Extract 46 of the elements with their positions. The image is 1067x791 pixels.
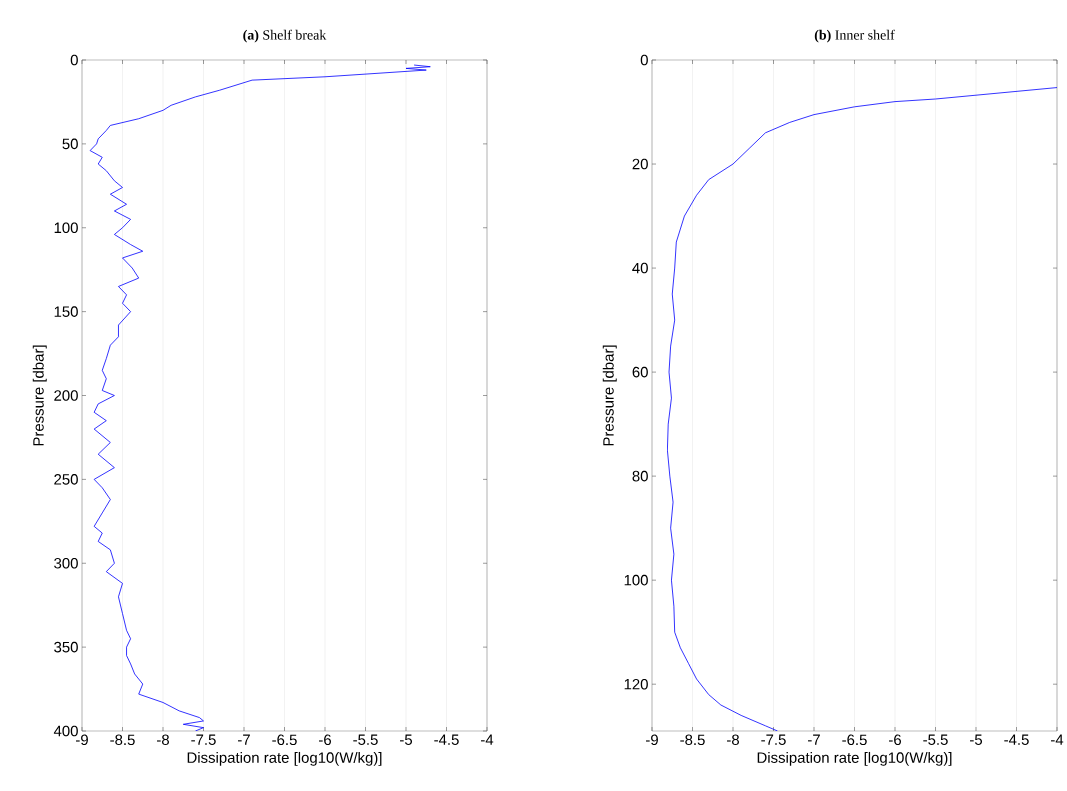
x-tick-label: -6 bbox=[319, 734, 331, 746]
y-axis-title: Pressure [dbar] bbox=[32, 345, 47, 446]
x-tick-label: -6.5 bbox=[842, 734, 867, 746]
y-tick-label: 80 bbox=[632, 470, 648, 482]
x-tick-label: -5.5 bbox=[353, 734, 378, 745]
y-tick-label: 350 bbox=[54, 641, 78, 653]
y-axis-title: Pressure [dbar] bbox=[602, 345, 617, 446]
y-tick-label: 40 bbox=[632, 262, 648, 274]
y-tick-label: 150 bbox=[54, 306, 78, 317]
chart-title: (b) Inner shelf bbox=[814, 29, 895, 43]
y-tick-label: 120 bbox=[624, 678, 648, 690]
y-tick-label: 0 bbox=[640, 54, 648, 66]
y-tick-label: 0 bbox=[70, 54, 78, 66]
x-tick-label: -6 bbox=[889, 734, 901, 746]
x-tick-label: -5.5 bbox=[923, 734, 948, 745]
x-tick-label: -8.5 bbox=[680, 734, 705, 746]
x-tick-label: -8 bbox=[727, 734, 739, 746]
x-tick-label: -7 bbox=[238, 734, 250, 745]
y-tick-label: 20 bbox=[632, 158, 648, 170]
x-tick-label: -9 bbox=[76, 734, 88, 746]
x-tick-label: -7.5 bbox=[761, 734, 786, 745]
y-tick-label: 250 bbox=[54, 474, 78, 485]
x-tick-label: -4.5 bbox=[434, 734, 459, 745]
x-tick-label: -8.5 bbox=[110, 734, 135, 746]
y-tick-label: 300 bbox=[54, 557, 78, 569]
x-tick-label: -7.5 bbox=[191, 734, 216, 745]
x-tick-label: -6.5 bbox=[272, 734, 297, 746]
x-axis-title: Dissipation rate [log10(W/kg)] bbox=[187, 751, 382, 766]
x-tick-label: -9 bbox=[646, 734, 658, 746]
x-tick-label: -7 bbox=[808, 734, 820, 745]
y-tick-label: 100 bbox=[624, 574, 648, 586]
y-tick-label: 50 bbox=[62, 138, 78, 150]
x-tick-label: -4 bbox=[1051, 734, 1064, 745]
line-series bbox=[89, 64, 431, 732]
x-tick-label: -8 bbox=[157, 734, 169, 746]
y-tick-label: 400 bbox=[53, 725, 78, 737]
x-axis-title: Dissipation rate [log10(W/kg)] bbox=[757, 751, 952, 766]
x-tick-label: -5 bbox=[400, 734, 413, 745]
y-tick-label: 100 bbox=[54, 222, 78, 234]
x-tick-label: -4 bbox=[481, 734, 494, 745]
chart-title: (a) Shelf break bbox=[243, 29, 327, 43]
line-series bbox=[667, 87, 1058, 732]
y-tick-label: 200 bbox=[54, 390, 78, 401]
x-tick-label: -4.5 bbox=[1004, 734, 1029, 745]
y-tick-label: 60 bbox=[632, 366, 648, 378]
x-tick-label: -5 bbox=[970, 734, 983, 745]
